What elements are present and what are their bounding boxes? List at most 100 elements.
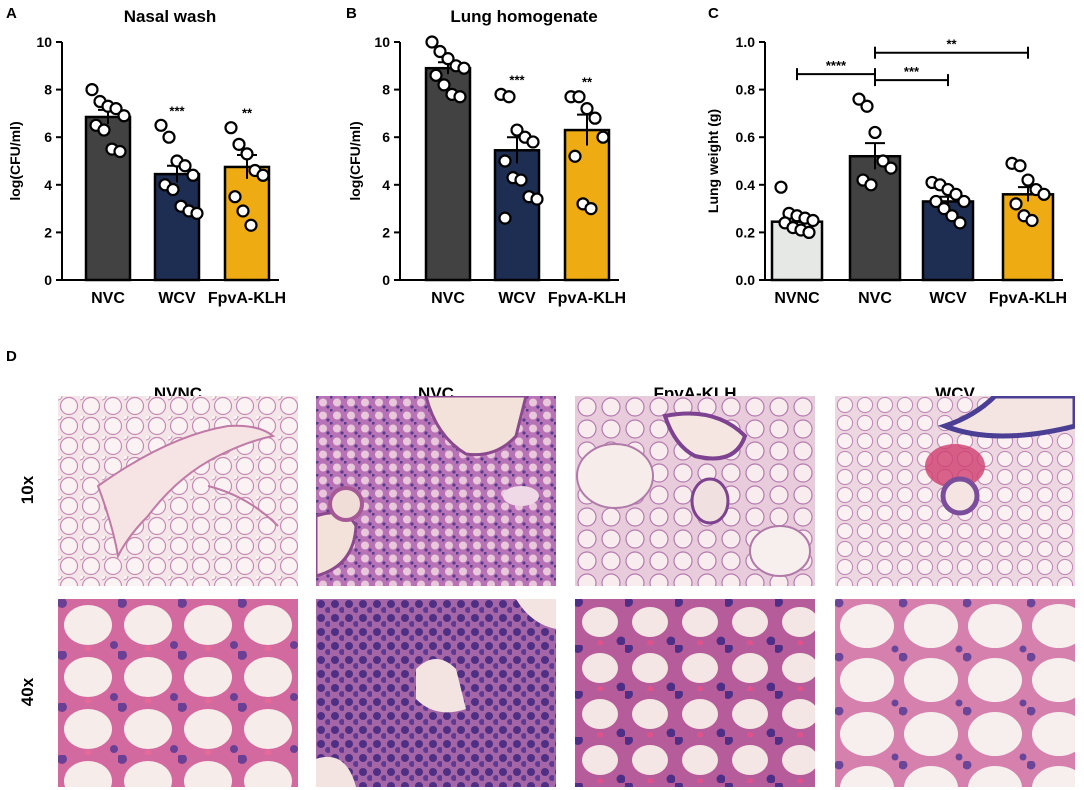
- significance-label: ***: [169, 103, 185, 118]
- data-point: [864, 178, 878, 192]
- histology-row-40x: 40x: [18, 677, 37, 707]
- data-point: [584, 202, 598, 216]
- y-axis-label: log(CFU/ml): [347, 121, 363, 200]
- data-point: [240, 147, 254, 161]
- category-label: FpvA-KLH: [989, 290, 1067, 307]
- category-label: NVC: [858, 290, 892, 307]
- data-point: [117, 109, 131, 123]
- data-point: [802, 225, 816, 239]
- data-point: [186, 168, 200, 182]
- y-tick-label: 4: [382, 177, 390, 193]
- data-point: [588, 111, 602, 125]
- data-point: [572, 90, 586, 104]
- histology-image-nvc-40x: [316, 599, 556, 787]
- category-label: WCV: [498, 290, 536, 307]
- category-label: FpvA-KLH: [548, 290, 626, 307]
- category-label: NVC: [431, 290, 465, 307]
- data-point: [498, 211, 512, 225]
- data-point: [228, 190, 242, 204]
- bar-charts: A Nasal wash 0 2 4 6 8 10 log(CFU/ml) NVC WCV *** Fp…: [6, 5, 1067, 307]
- data-point: [876, 154, 890, 168]
- data-point: [510, 123, 524, 137]
- data-point: [109, 102, 123, 116]
- histology-image-fpva-klh-40x: [575, 599, 815, 787]
- chart-b: B Lung homogenate 0 2 4 6 8 10 log(CFU/ml) NVC WCV…: [346, 5, 626, 307]
- data-point: [774, 180, 788, 194]
- bar-fpva-klh: [1001, 193, 1055, 282]
- data-point: [530, 192, 544, 206]
- category-label: NVNC: [774, 290, 820, 307]
- histology-image-fpva-klh-10x: [575, 396, 815, 586]
- panel-label-d: D: [6, 348, 17, 365]
- category-label: FpvA-KLH: [208, 290, 286, 307]
- data-point: [256, 168, 270, 182]
- data-point: [1021, 173, 1035, 187]
- bar-nvc: [848, 154, 902, 282]
- data-point: [860, 99, 874, 113]
- y-axis-label: Lung weight (g): [705, 109, 721, 213]
- significance-label: **: [582, 75, 593, 90]
- y-tick-label: 8: [382, 82, 390, 98]
- histology-image-wcv-10x: [835, 396, 1075, 586]
- y-tick-label: 1.0: [736, 34, 756, 50]
- y-tick-label: 8: [44, 82, 52, 98]
- data-point: [437, 78, 451, 92]
- significance-label: **: [242, 106, 253, 121]
- comparison-label: ****: [826, 58, 847, 73]
- category-label: NVC: [91, 290, 125, 307]
- y-tick-label: 0.0: [736, 272, 756, 288]
- data-point: [884, 161, 898, 175]
- data-point: [806, 213, 820, 228]
- data-point: [236, 204, 250, 218]
- data-point: [502, 90, 516, 104]
- data-point: [498, 154, 512, 168]
- data-point: [453, 90, 467, 104]
- histology-image-nvnc-10x: [58, 396, 298, 586]
- chart-title: Nasal wash: [124, 7, 217, 26]
- chart-title: Lung homogenate: [450, 7, 597, 26]
- data-point: [429, 68, 443, 82]
- histology-image-nvc-10x: [316, 396, 556, 586]
- data-point: [929, 194, 943, 209]
- comparison-label: ***: [904, 64, 920, 79]
- y-tick-label: 0: [44, 272, 52, 288]
- data-point: [425, 35, 439, 49]
- bar-nvc: [84, 115, 132, 282]
- y-tick-label: 10: [374, 34, 390, 50]
- panel-label: B: [346, 5, 357, 22]
- data-point: [868, 125, 882, 140]
- data-point: [113, 144, 127, 159]
- data-point: [85, 82, 99, 97]
- data-point: [441, 52, 455, 66]
- y-tick-label: 2: [382, 224, 390, 240]
- data-point: [1013, 159, 1027, 173]
- data-point: [1009, 197, 1023, 211]
- data-point: [97, 123, 111, 137]
- data-point: [596, 130, 610, 144]
- panel-label: A: [6, 5, 17, 22]
- data-point: [457, 61, 471, 75]
- y-tick-label: 0.4: [736, 177, 756, 193]
- y-axis-label: log(CFU/ml): [7, 121, 23, 200]
- y-tick-label: 2: [44, 224, 52, 240]
- data-point: [949, 187, 963, 201]
- data-point: [580, 102, 594, 116]
- comparison-label: **: [946, 37, 957, 52]
- data-point: [514, 173, 528, 187]
- chart-a: A Nasal wash 0 2 4 6 8 10 log(CFU/ml) NVC WCV *** Fp…: [6, 5, 286, 307]
- data-point: [166, 182, 180, 197]
- chart-c: C 0.0 0.2 0.4 0.6 0.8 1.0 Lung weight (g) NVNC NV…: [705, 5, 1067, 307]
- data-point: [190, 206, 204, 220]
- data-point: [232, 137, 246, 151]
- histology-image-nvnc-40x: [58, 599, 298, 787]
- panel-label: C: [708, 5, 719, 22]
- category-label: WCV: [929, 290, 967, 307]
- data-point: [433, 44, 447, 59]
- data-point: [244, 218, 258, 232]
- y-tick-label: 0.6: [736, 129, 756, 145]
- data-point: [852, 92, 866, 106]
- data-point: [1025, 213, 1039, 228]
- data-point: [945, 209, 959, 223]
- significance-label: ***: [509, 72, 525, 87]
- y-tick-label: 0.8: [736, 82, 756, 98]
